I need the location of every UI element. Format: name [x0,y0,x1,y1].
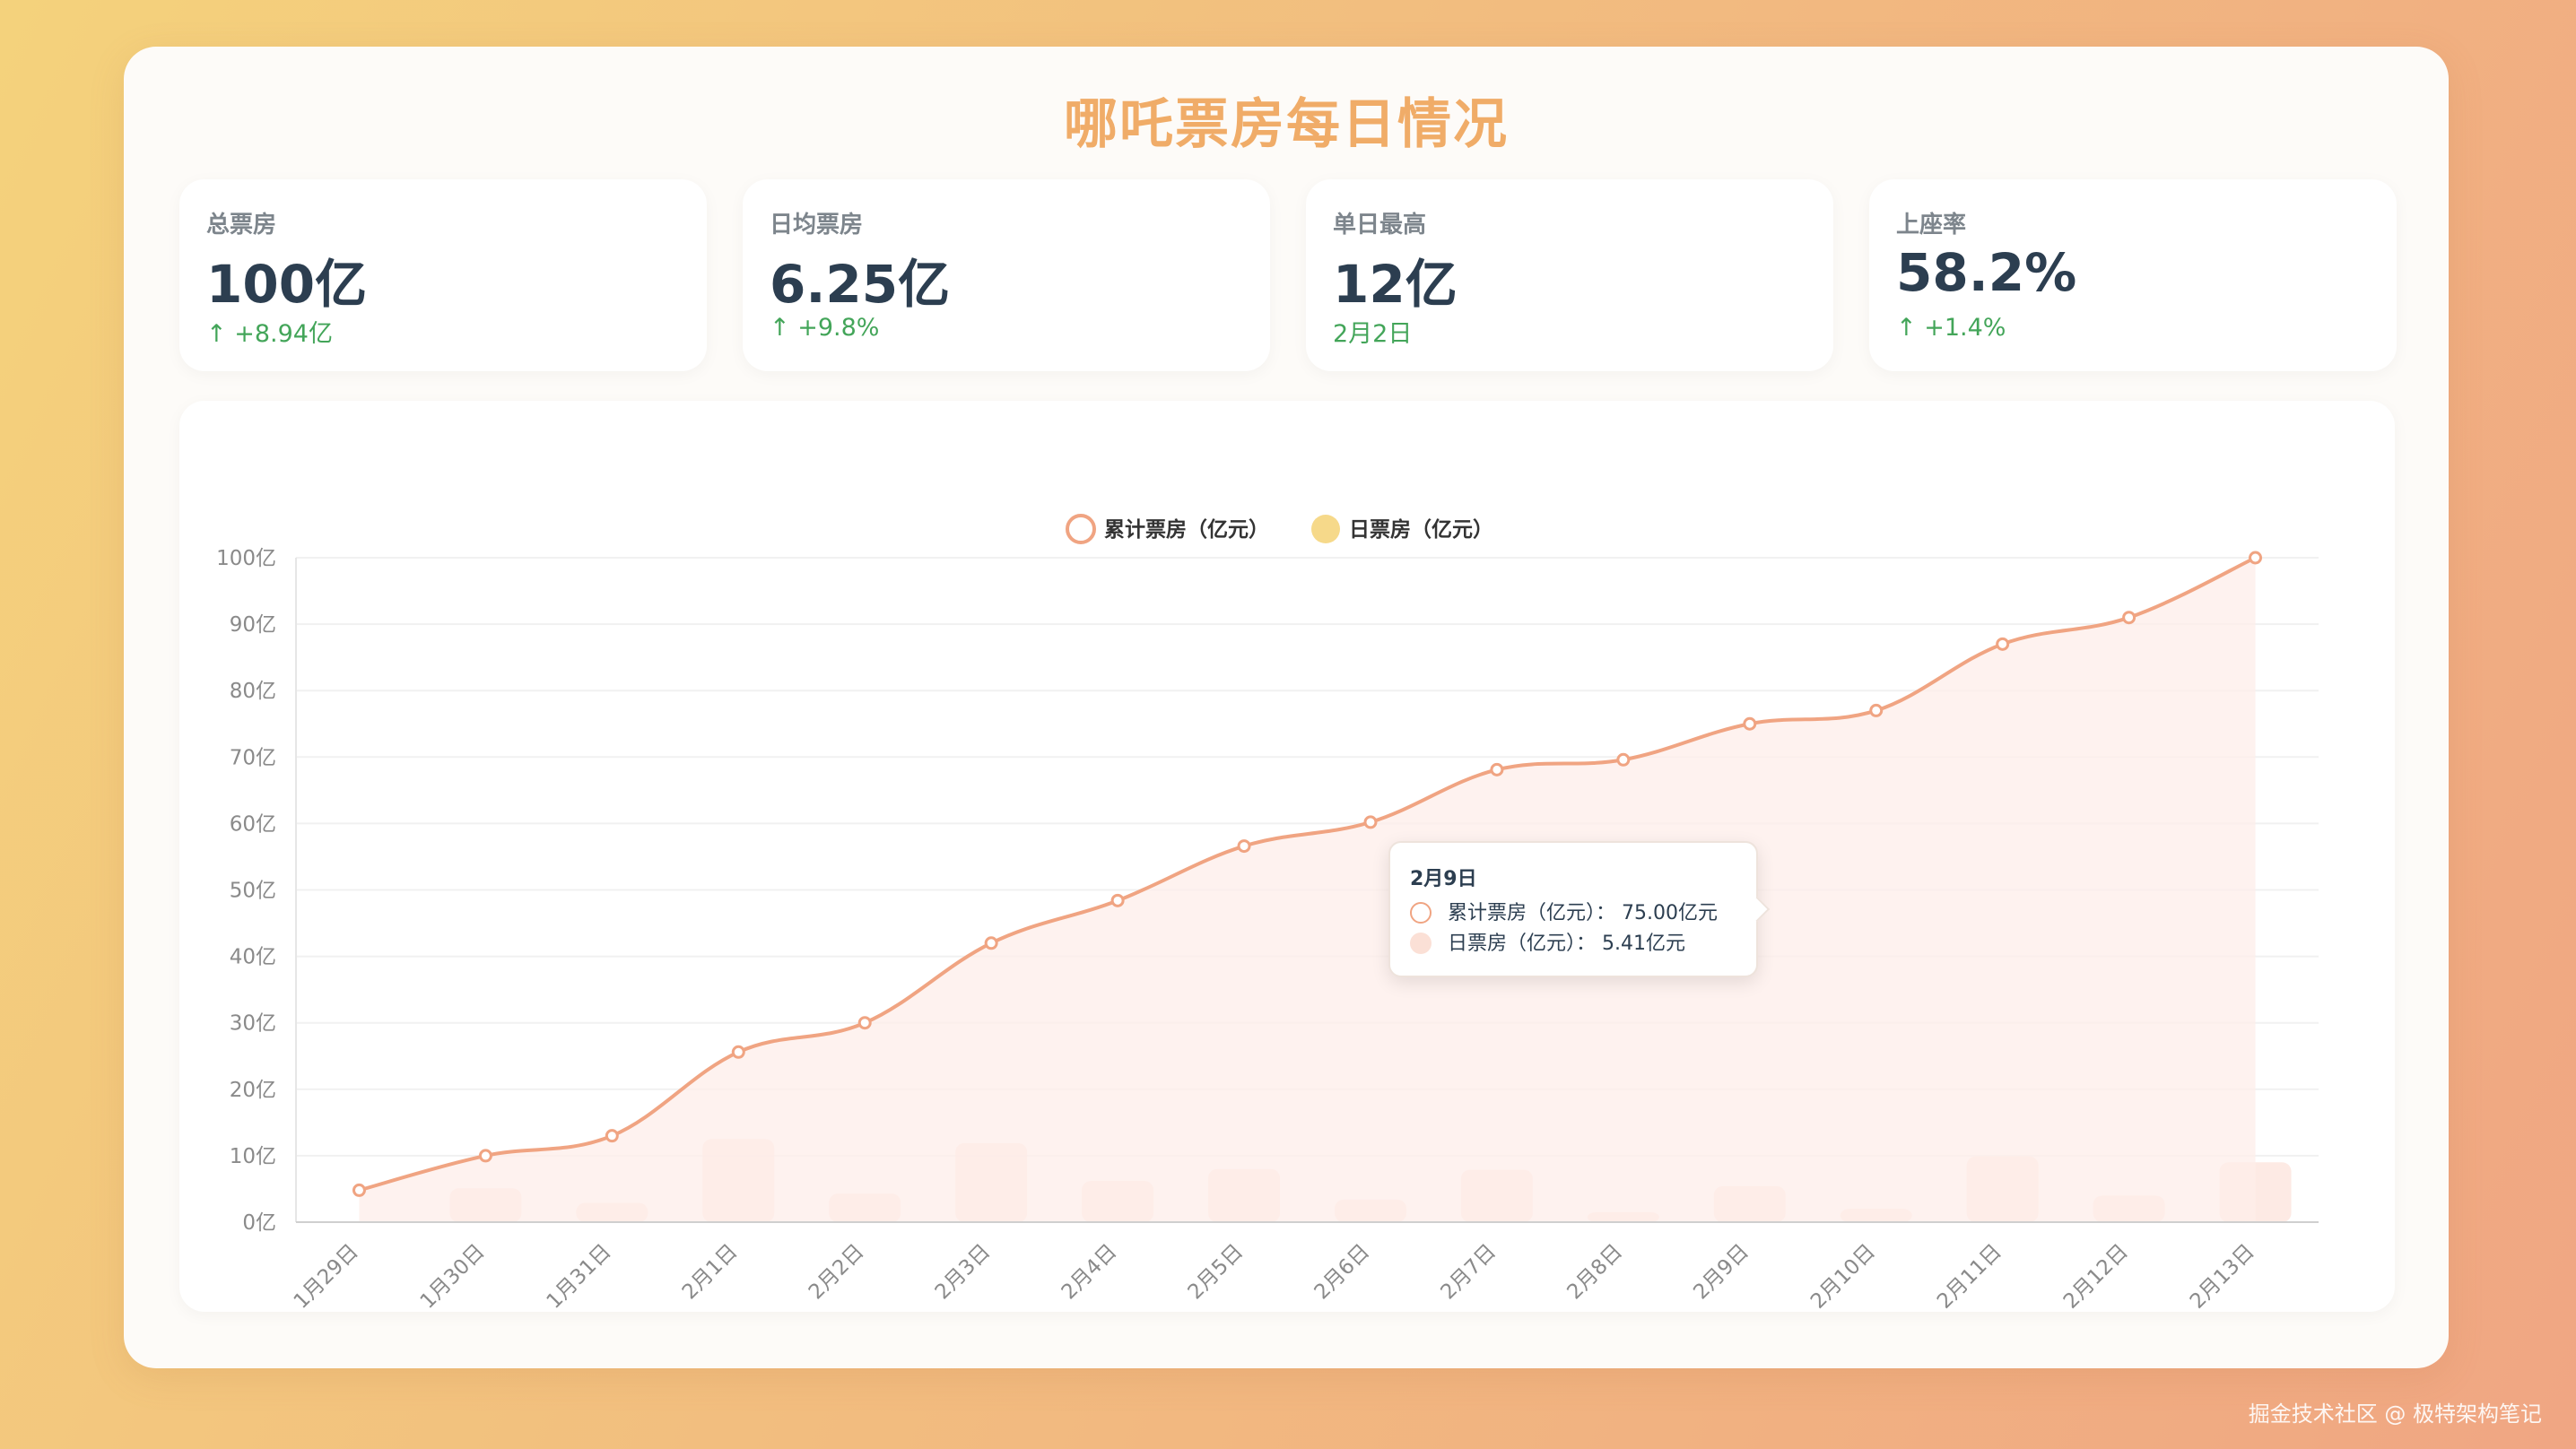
stat-change: ↑ +1.4% [1896,314,2006,342]
cumulative-point [1490,762,1504,777]
legend-layer: 累计票房（亿元） 日票房（亿元） [1066,514,1493,544]
stat-card-total: 总票房 100亿 ↑ +8.94亿 [179,179,707,371]
x-tick-label: 2月1日 [678,1240,743,1305]
cumulative-point [857,1016,872,1030]
stat-change: ↑ +9.8% [770,314,880,342]
x-tick-label: 1月30日 [416,1240,490,1312]
line-layer [358,556,2257,1193]
box-office-chart: 0亿 10亿 20亿 30亿 40亿 50亿 60亿 70亿 80亿 90亿 100亿 1月29日 1月… [216,514,2319,1312]
stat-label: 上座率 [1896,212,1967,239]
legend-bar-icon [1311,515,1340,543]
tooltip-text: 累计票房（亿元）： 75.00亿元 [1448,902,1718,924]
x-tick-label: 2月6日 [1310,1240,1375,1305]
y-tick-label: 80亿 [230,680,276,703]
page-title: 哪吒票房每日情况 [1064,93,1509,156]
x-tick-label: 2月4日 [1057,1240,1122,1305]
point-layer [352,551,2263,1197]
cumulative-point [1363,815,1378,829]
cumulative-point [1996,637,2010,651]
stat-value: 12亿 [1333,254,1458,315]
y-tick-label: 60亿 [230,812,276,836]
y-tick-label: 30亿 [230,1012,276,1036]
cumulative-line [358,556,2257,1193]
legend-label-cumulative: 累计票房（亿元） [1104,517,1269,542]
cumulative-point [478,1149,492,1163]
y-tick-label: 50亿 [230,880,276,903]
tooltip-row-daily: 日票房（亿元）： 5.41亿元 [1410,927,1685,956]
cumulative-point [731,1045,745,1059]
cumulative-point [2122,611,2137,625]
area-layer [359,558,2256,1222]
x-tick-label: 2月12日 [2059,1240,2133,1312]
cumulative-area [359,558,2256,1222]
x-tick-label: 2月11日 [1933,1240,2006,1312]
legend-label-daily: 日票房（亿元） [1349,517,1493,542]
cumulative-point [984,936,998,950]
cumulative-point [2249,551,2263,565]
x-tick-label: 2月5日 [1184,1240,1249,1305]
cumulative-point [352,1183,366,1197]
y-tick-label: 20亿 [230,1079,276,1102]
cumulative-point [1743,716,1757,731]
x-tick-label: 2月3日 [931,1240,996,1305]
x-tick-label: 2月7日 [1437,1240,1501,1305]
cumulative-point [1110,893,1125,907]
cumulative-point [1237,839,1251,854]
dashboard-card: 哪吒票房每日情况 总票房 100亿 ↑ +8.94亿 日均票房 6.25亿 ↑ … [124,47,2449,1368]
stat-date: 2月2日 [1333,320,1413,348]
x-tick-label: 2月8日 [1562,1240,1627,1305]
stat-change: ↑ +8.94亿 [206,320,333,348]
y-tick-label: 70亿 [230,746,276,769]
y-tick-label: 100亿 [216,547,276,570]
cumulative-point [605,1129,619,1143]
y-tick-label: 10亿 [230,1145,276,1168]
cumulative-point [1869,703,1884,717]
x-tick-label: 2月9日 [1689,1240,1754,1305]
stat-value: 58.2% [1896,242,2077,303]
stat-card-daily-max: 单日最高 12亿 2月2日 [1306,179,1833,371]
stat-value: 6.25亿 [770,254,951,315]
stat-label: 日均票房 [770,212,864,239]
stat-value: 100亿 [206,254,368,315]
stat-label: 单日最高 [1333,212,1427,239]
x-tick-label: 1月29日 [290,1240,363,1312]
tooltip-row-cumulative: 累计票房（亿元）： 75.00亿元 [1410,897,1718,925]
line-series-dot-icon [1410,902,1432,924]
stat-card-daily-average: 日均票房 6.25亿 ↑ +9.8% [743,179,1270,371]
y-tick-label: 0亿 [242,1211,276,1235]
tooltip-text: 日票房（亿元）： 5.41亿元 [1448,933,1685,955]
chart-panel: 0亿 10亿 20亿 30亿 40亿 50亿 60亿 70亿 80亿 90亿 100亿 1月29日 1月… [179,401,2395,1312]
stat-card-occupancy: 上座率 58.2% ↑ +1.4% [1869,179,2397,371]
tooltip-title: 2月9日 [1410,868,1477,890]
chart-tooltip: 2月9日 累计票房（亿元）： 75.00亿元 日票房（亿元）： 5.41亿元 [1388,841,1758,977]
y-tick-label: 40亿 [230,946,276,969]
x-tick-label: 1月31日 [543,1240,616,1312]
legend-line-icon [1066,514,1096,544]
x-tick-label: 2月2日 [805,1240,869,1305]
cumulative-point [1616,752,1631,767]
bar-series-dot-icon [1410,933,1432,954]
y-tick-label: 90亿 [230,613,276,637]
x-tick-label: 2月13日 [2186,1240,2259,1312]
stat-label: 总票房 [206,212,277,239]
x-tick-label: 2月10日 [1806,1240,1880,1312]
watermark: 掘金技术社区 @ 极特架构笔记 [2248,1401,2542,1427]
